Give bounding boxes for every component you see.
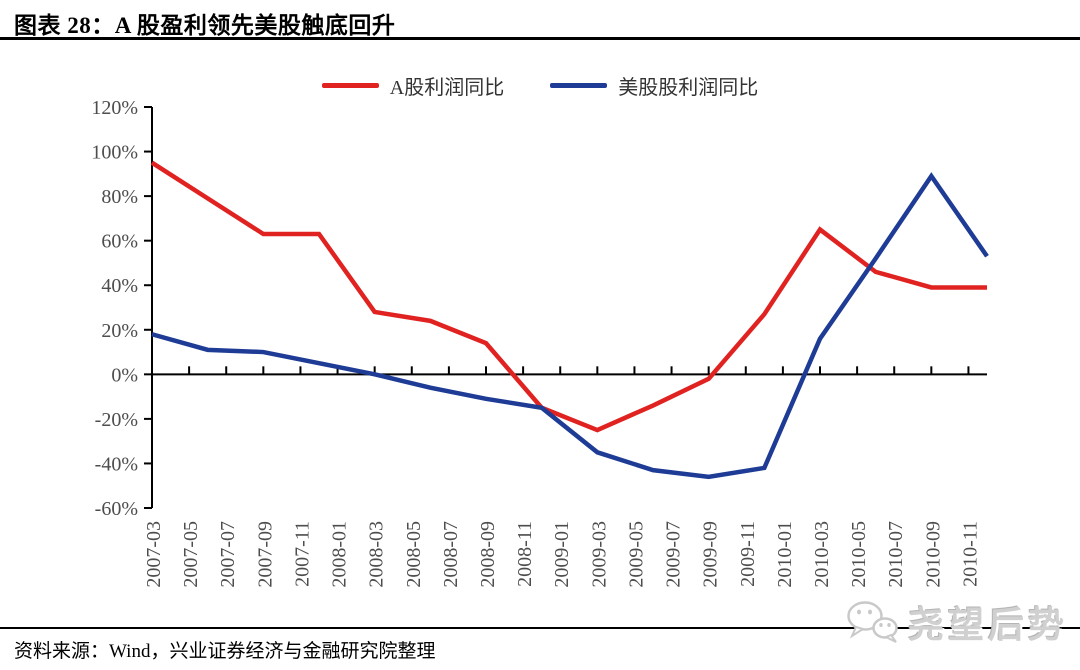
legend-item-0: A股利润同比 [321,71,505,100]
x-tick-label: 2007-09 [254,521,276,588]
source-note: 资料来源：Wind，兴业证券经济与金融研究院整理 [14,641,436,662]
y-tick-label: 80% [101,186,138,208]
x-tick-label: 2010-05 [848,521,870,588]
wechat-logo-icon [847,601,898,643]
x-tick-label: 2008-01 [329,521,351,588]
watermark-text: 尧望后势 [907,605,1068,645]
x-tick-label: 2008-09 [477,521,499,588]
x-tick-label: 2010-01 [774,521,796,588]
legend-label-1: 美股股利润同比 [618,77,759,99]
watermark: 尧望后势 [844,596,1068,648]
title-rule [0,37,1080,40]
x-tick-label: 2007-03 [143,521,165,588]
x-tick-label: 2009-01 [551,521,573,588]
y-tick-label: 60% [101,231,138,253]
series-line-1 [151,172,989,480]
y-tick-label: 120% [91,97,138,119]
legend-swatch-1 [550,83,608,88]
y-tick-label: -60% [95,498,138,520]
x-tick-label: 2009-11 [737,521,759,587]
x-tick-label: 2009-05 [625,521,647,588]
x-tick-label: 2008-11 [514,521,536,587]
y-tick-label: 40% [101,275,138,297]
footer-rule [0,627,1080,629]
series-line-0 [150,160,987,433]
y-tick-label: -20% [95,409,138,431]
chart-legend: A股利润同比 美股股利润同比 [0,71,1080,100]
chart-title: 图表 28：A 股盈利领先美股触底回升 [14,13,396,38]
y-tick-label: 100% [91,142,138,164]
x-tick-label: 2008-05 [403,521,425,588]
x-tick-label: 2010-09 [922,521,944,588]
x-tick-label: 2009-07 [663,521,685,588]
x-tick-label: 2010-11 [959,521,981,587]
x-tick-label: 2008-07 [440,521,462,588]
legend-swatch-0 [321,83,379,88]
y-tick-label: 0% [111,364,138,386]
x-tick-label: 2007-07 [217,521,239,588]
legend-label-0: A股利润同比 [389,77,505,99]
x-tick-label: 2010-07 [885,521,907,588]
y-tick-label: -40% [95,453,138,475]
legend-item-1: 美股股利润同比 [550,71,758,100]
y-tick-label: 20% [101,320,138,342]
x-tick-label: 2010-03 [811,521,833,588]
x-tick-label: 2008-03 [366,521,388,588]
x-tick-label: 2009-09 [700,521,722,588]
x-tick-label: 2007-05 [180,521,202,588]
x-tick-label: 2007-11 [291,521,313,587]
x-tick-label: 2009-03 [588,521,610,588]
